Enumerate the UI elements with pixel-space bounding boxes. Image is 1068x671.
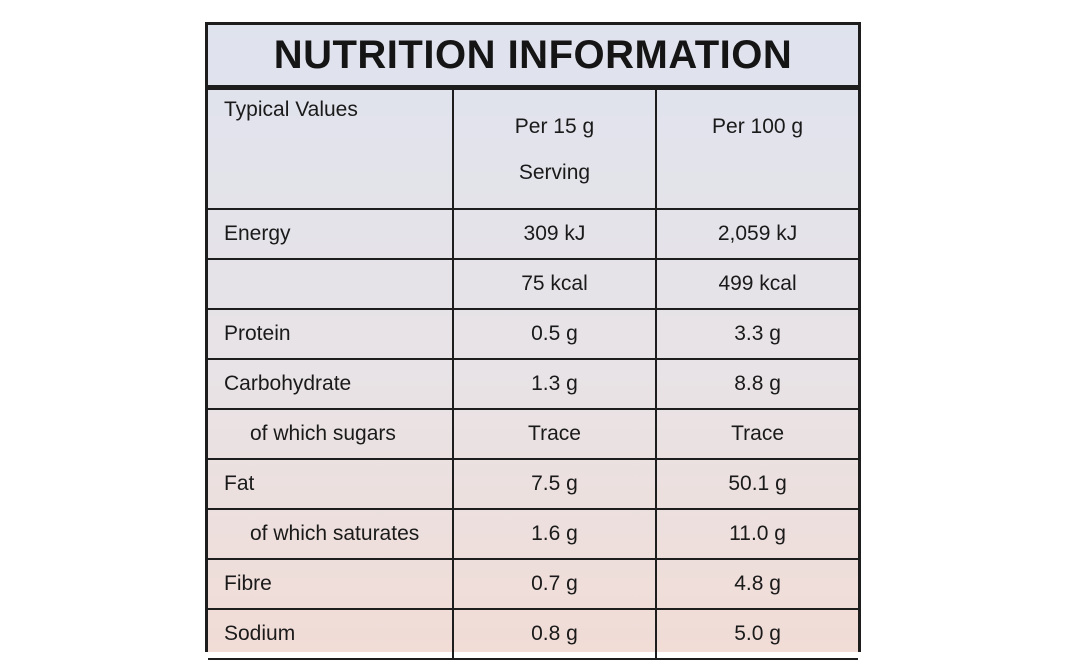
per-serving-value: 1.6 g bbox=[451, 508, 658, 560]
table-row: of which sugars Trace Trace bbox=[208, 408, 858, 460]
per-serving-value: 0.8 g bbox=[451, 608, 658, 660]
nutrient-name: Protein bbox=[208, 308, 454, 360]
per-serving-value: 7.5 g bbox=[451, 458, 658, 510]
per-100g-value: Trace bbox=[655, 408, 858, 460]
table-row: 75 kcal 499 kcal bbox=[208, 258, 858, 310]
table-row: Fat 7.5 g 50.1 g bbox=[208, 458, 858, 510]
per-100g-value: 5.0 g bbox=[655, 608, 858, 660]
table-row: Protein 0.5 g 3.3 g bbox=[208, 308, 858, 360]
table-row: Sodium 0.8 g 5.0 g bbox=[208, 608, 858, 660]
per-serving-value: 309 kJ bbox=[451, 208, 658, 260]
per-100g-value: 11.0 g bbox=[655, 508, 858, 560]
per-serving-value: 0.5 g bbox=[451, 308, 658, 360]
nutrient-name: Sodium bbox=[208, 608, 454, 660]
per-serving-header-line2: Serving bbox=[518, 161, 591, 184]
table-row: of which saturates 1.6 g 11.0 g bbox=[208, 508, 858, 560]
nutrient-name: Fibre bbox=[208, 558, 454, 610]
table-row: Energy 309 kJ 2,059 kJ bbox=[208, 208, 858, 260]
nutrition-table: Typical Values Per 15 g Serving Per 100 … bbox=[208, 88, 858, 660]
per-serving-header-line1: Per 15 g bbox=[514, 115, 595, 138]
table-row: Carbohydrate 1.3 g 8.8 g bbox=[208, 358, 858, 410]
typical-values-header: Typical Values bbox=[208, 88, 454, 210]
nutrient-name: Energy bbox=[208, 208, 454, 260]
per-100g-value: 4.8 g bbox=[655, 558, 858, 610]
per-serving-header: Per 15 g Serving bbox=[451, 88, 658, 210]
table-header-row: Typical Values Per 15 g Serving Per 100 … bbox=[208, 88, 858, 210]
nutrient-name: of which sugars bbox=[208, 408, 454, 460]
per-100g-value: 8.8 g bbox=[655, 358, 858, 410]
per-serving-value: 1.3 g bbox=[451, 358, 658, 410]
per-serving-value: Trace bbox=[451, 408, 658, 460]
per-100g-header: Per 100 g bbox=[655, 88, 858, 210]
per-100g-value: 3.3 g bbox=[655, 308, 858, 360]
per-100g-value: 2,059 kJ bbox=[655, 208, 858, 260]
nutrient-name: of which saturates bbox=[208, 508, 454, 560]
nutrition-title: NUTRITION INFORMATION bbox=[208, 25, 858, 88]
table-row: Fibre 0.7 g 4.8 g bbox=[208, 558, 858, 610]
nutrient-name bbox=[208, 258, 454, 310]
per-100g-value: 499 kcal bbox=[655, 258, 858, 310]
per-serving-value: 0.7 g bbox=[451, 558, 658, 610]
per-serving-value: 75 kcal bbox=[451, 258, 658, 310]
nutrition-label: NUTRITION INFORMATION Typical Values Per… bbox=[205, 22, 861, 660]
nutrient-name: Carbohydrate bbox=[208, 358, 454, 410]
nutrient-name: Fat bbox=[208, 458, 454, 510]
per-100g-value: 50.1 g bbox=[655, 458, 858, 510]
